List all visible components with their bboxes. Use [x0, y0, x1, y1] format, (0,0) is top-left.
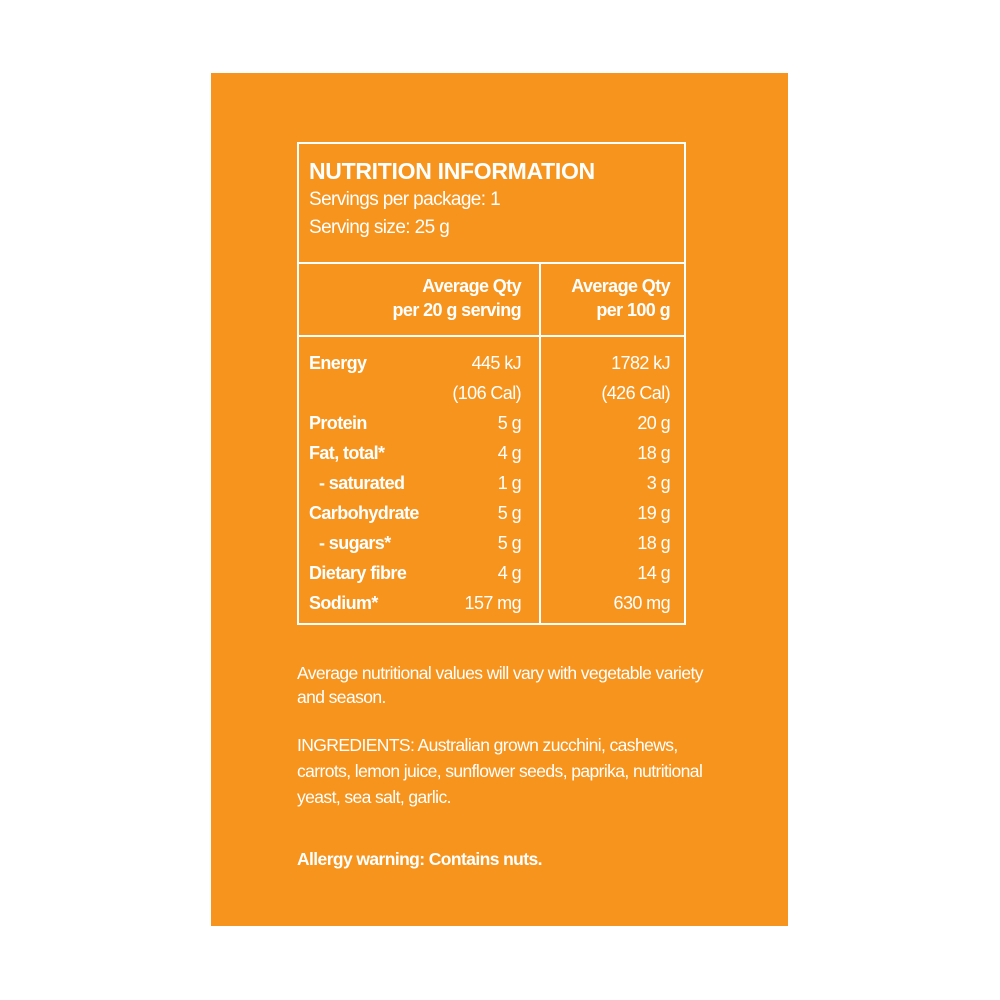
per-100g-value: 18 g [637, 533, 670, 553]
column-header-per-100g: Average Qty per 100 g [571, 274, 670, 322]
label-panel: NUTRITION INFORMATION Servings per packa… [211, 73, 788, 926]
column-headers: Average Qty per 20 g serving Average Qty… [299, 264, 684, 337]
column-header-line: Average Qty [422, 276, 521, 296]
per-100g-value: 630 mg [613, 593, 671, 613]
per-serving-value: 5 g [497, 533, 522, 553]
per-serving-value: 445 kJ [471, 353, 522, 373]
column-header-line: Average Qty [571, 276, 670, 296]
per-serving-value: 5 g [497, 413, 522, 433]
per-100g-value: 3 g [646, 473, 671, 493]
table-row: Energy 445 kJ 1782 kJ [299, 348, 684, 378]
per-100g-value: 19 g [637, 503, 670, 523]
table-row: - saturated 1 g 3 g [299, 468, 684, 498]
table-row: (106 Cal) (426 Cal) [299, 378, 684, 408]
table-row: Sodium* 157 mg 630 mg [299, 588, 684, 618]
nutrient-label: Sodium* [309, 593, 378, 613]
nutrient-label: Fat, total* [309, 443, 385, 463]
per-100g-value: (426 Cal) [601, 383, 670, 403]
nutrient-label: Dietary fibre [309, 563, 407, 583]
ingredients: INGREDIENTS: Australian grown zucchini, … [297, 735, 703, 807]
per-serving-value: 1 g [497, 473, 522, 493]
nutrient-label: - saturated [319, 473, 405, 493]
nutrition-rows: Energy 445 kJ 1782 kJ (106 Cal) (426 Cal) Pro… [299, 348, 684, 618]
table-row: Dietary fibre 4 g 14 g [299, 558, 684, 588]
column-header-line: per 100 g [596, 300, 670, 320]
nutrient-label: Protein [309, 413, 367, 433]
per-serving-value: (106 Cal) [452, 383, 521, 403]
per-100g-value: 14 g [637, 563, 670, 583]
footnote: Average nutritional values will vary wit… [297, 663, 703, 707]
servings-per-package: Servings per package: 1 [309, 189, 501, 210]
per-serving-value: 5 g [497, 503, 522, 523]
table-row: - sugars* 5 g 18 g [299, 528, 684, 558]
nutrient-label: Energy [309, 353, 367, 373]
nutrition-table: NUTRITION INFORMATION Servings per packa… [297, 142, 686, 625]
nutrition-title: NUTRITION INFORMATION [309, 158, 595, 184]
per-serving-value: 157 mg [464, 593, 522, 613]
per-100g-value: 1782 kJ [611, 353, 670, 373]
per-100g-value: 20 g [637, 413, 670, 433]
allergy-warning: Allergy warning: Contains nuts. [297, 849, 543, 869]
column-header-line: per 20 g serving [392, 300, 522, 320]
nutrient-label: Carbohydrate [309, 503, 419, 523]
per-serving-value: 4 g [497, 443, 522, 463]
column-header-per-serving: Average Qty per 20 g serving [392, 274, 522, 322]
table-row: Carbohydrate 5 g 19 g [299, 498, 684, 528]
column-divider [539, 264, 541, 625]
table-row: Fat, total* 4 g 18 g [299, 438, 684, 468]
table-row: Protein 5 g 20 g [299, 408, 684, 438]
per-serving-value: 4 g [497, 563, 522, 583]
per-100g-value: 18 g [637, 443, 670, 463]
nutrient-label: - sugars* [319, 533, 391, 553]
nutrition-header: NUTRITION INFORMATION Servings per packa… [299, 144, 684, 264]
serving-size: Serving size: 25 g [309, 217, 450, 238]
